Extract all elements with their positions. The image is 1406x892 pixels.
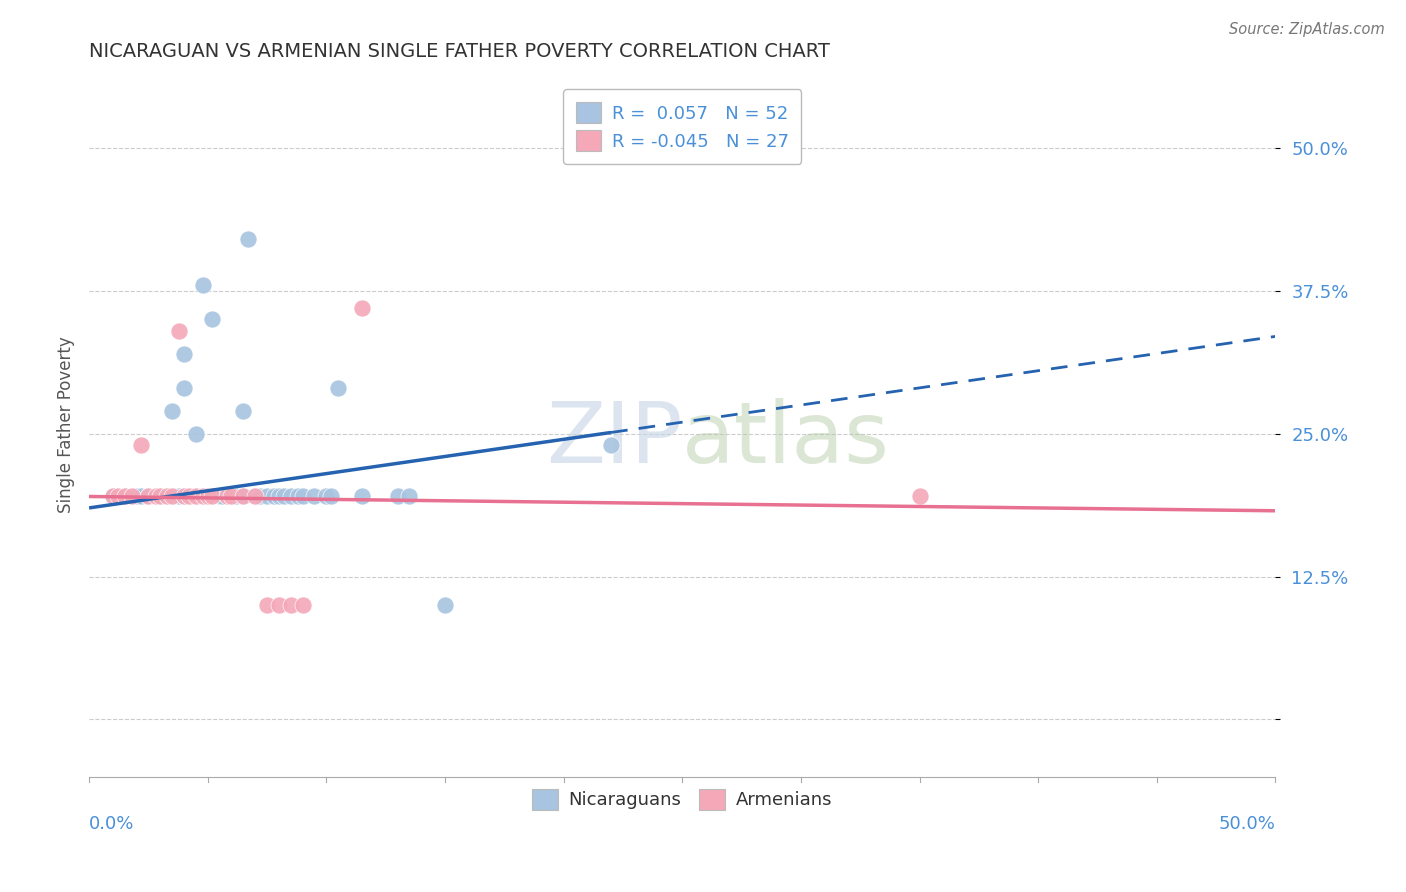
Point <box>138 490 160 504</box>
Legend: Nicaraguans, Armenians: Nicaraguans, Armenians <box>526 781 839 817</box>
Point <box>197 490 219 504</box>
Text: Source: ZipAtlas.com: Source: ZipAtlas.com <box>1229 22 1385 37</box>
Point <box>243 490 266 504</box>
Point <box>215 490 238 504</box>
Point <box>232 490 254 504</box>
Point <box>256 598 278 612</box>
Point <box>267 490 290 504</box>
Point <box>149 490 172 504</box>
Point <box>191 490 214 504</box>
Point <box>149 490 172 504</box>
Point <box>156 490 179 504</box>
Point <box>315 490 337 504</box>
Point <box>208 490 231 504</box>
Point <box>232 490 254 504</box>
Point <box>125 490 148 504</box>
Point <box>129 438 152 452</box>
Point <box>107 490 129 504</box>
Point <box>398 490 420 504</box>
Point <box>101 490 124 504</box>
Point <box>184 490 207 504</box>
Point <box>263 490 285 504</box>
Point <box>243 490 266 504</box>
Y-axis label: Single Father Poverty: Single Father Poverty <box>58 336 75 514</box>
Point <box>256 490 278 504</box>
Point <box>184 426 207 441</box>
Text: NICARAGUAN VS ARMENIAN SINGLE FATHER POVERTY CORRELATION CHART: NICARAGUAN VS ARMENIAN SINGLE FATHER POV… <box>89 42 830 61</box>
Point <box>173 346 195 360</box>
Text: ZIP: ZIP <box>546 398 682 481</box>
Point <box>101 490 124 504</box>
Point <box>908 490 931 504</box>
Point <box>280 598 302 612</box>
Point <box>236 232 259 246</box>
Point <box>201 312 224 326</box>
Point <box>163 490 186 504</box>
Point <box>191 277 214 292</box>
Point <box>121 490 143 504</box>
Point <box>160 490 183 504</box>
Point <box>149 490 172 504</box>
Point <box>129 490 152 504</box>
Point <box>350 301 373 315</box>
Text: 50.0%: 50.0% <box>1219 815 1275 833</box>
Point <box>600 438 623 452</box>
Text: atlas: atlas <box>682 398 890 481</box>
Point <box>173 490 195 504</box>
Point <box>201 490 224 504</box>
Text: 0.0%: 0.0% <box>89 815 135 833</box>
Point <box>173 490 195 504</box>
Point <box>160 403 183 417</box>
Point <box>197 490 219 504</box>
Point <box>291 490 314 504</box>
Point <box>304 490 326 504</box>
Point <box>291 598 314 612</box>
Point <box>280 490 302 504</box>
Point <box>177 490 200 504</box>
Point <box>173 381 195 395</box>
Point <box>184 490 207 504</box>
Point <box>273 490 295 504</box>
Point <box>177 490 200 504</box>
Point <box>138 490 160 504</box>
Point <box>197 490 219 504</box>
Point <box>328 381 350 395</box>
Point <box>145 490 167 504</box>
Point <box>101 490 124 504</box>
Point <box>145 490 167 504</box>
Point <box>211 490 233 504</box>
Point <box>225 490 247 504</box>
Point <box>232 403 254 417</box>
Point <box>114 490 136 504</box>
Point <box>249 490 271 504</box>
Point <box>208 490 231 504</box>
Point <box>267 598 290 612</box>
Point <box>387 490 409 504</box>
Point <box>153 490 176 504</box>
Point <box>221 490 243 504</box>
Point <box>319 490 342 504</box>
Point <box>160 490 183 504</box>
Point <box>350 490 373 504</box>
Point <box>167 490 190 504</box>
Point <box>156 490 179 504</box>
Point <box>433 598 456 612</box>
Point <box>167 324 190 338</box>
Point <box>180 490 202 504</box>
Point <box>221 490 243 504</box>
Point <box>114 490 136 504</box>
Point <box>287 490 309 504</box>
